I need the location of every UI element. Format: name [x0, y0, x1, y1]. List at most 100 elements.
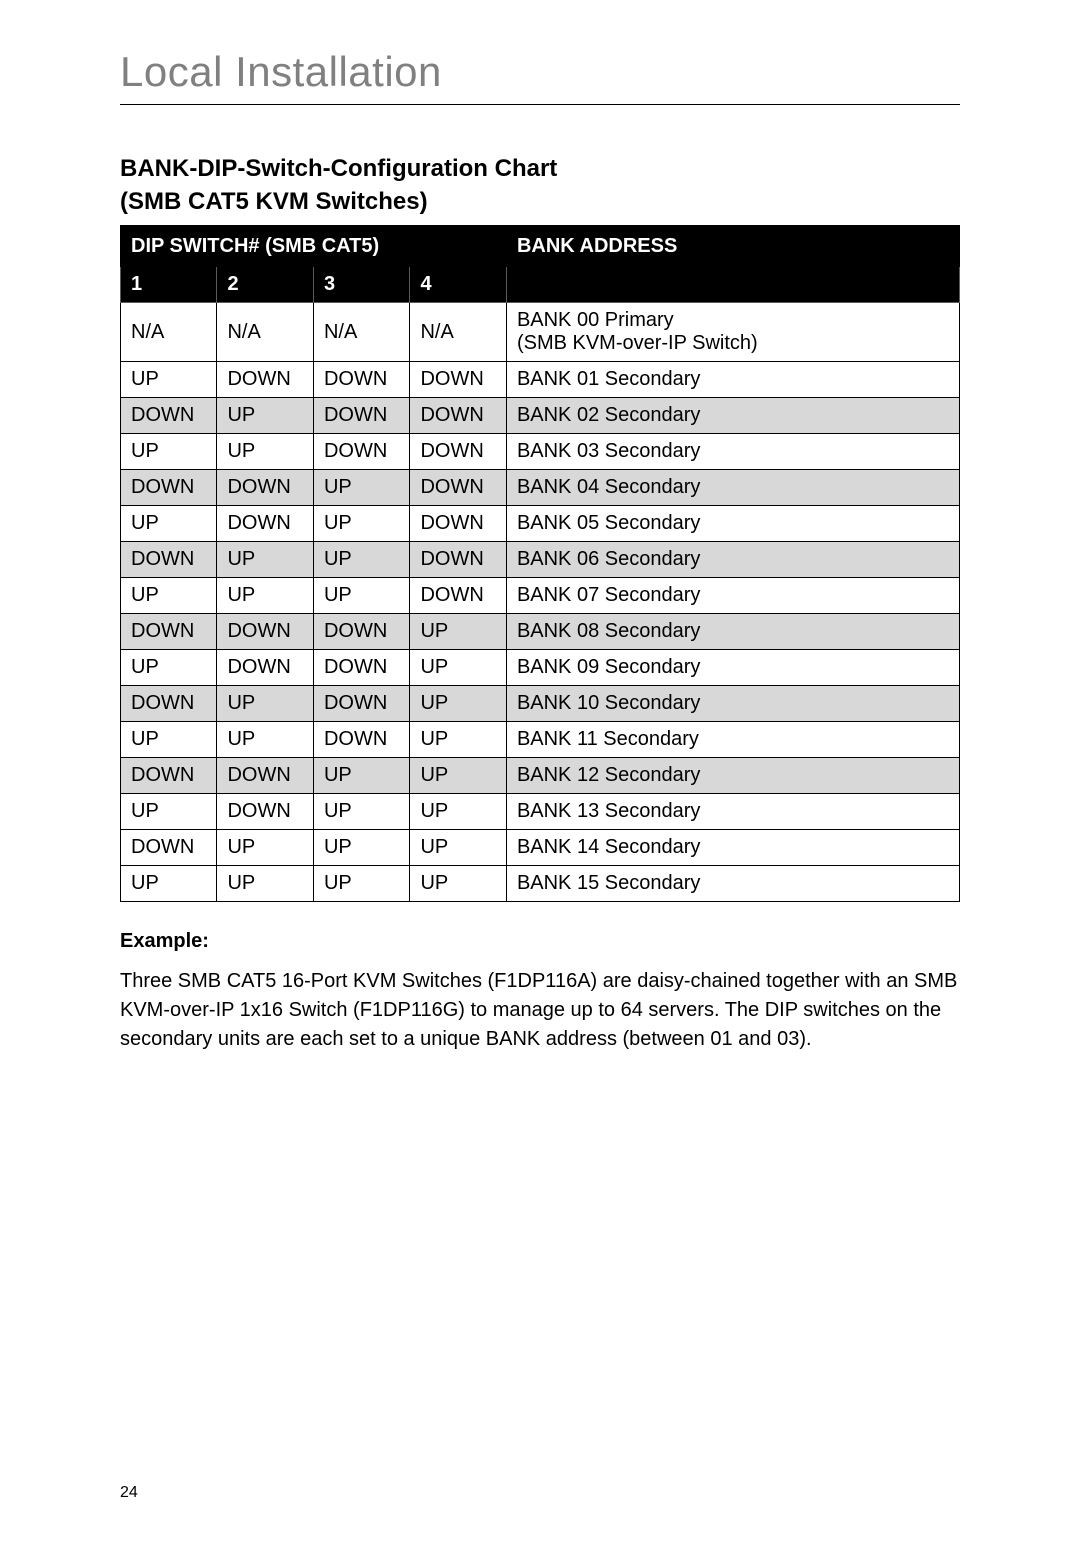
switch-cell: DOWN [313, 614, 409, 650]
table-row: UPDOWNDOWNDOWNBANK 01 Secondary [121, 362, 960, 398]
switch-cell: DOWN [410, 434, 506, 470]
switch-cell: DOWN [313, 434, 409, 470]
switch-cell: UP [313, 758, 409, 794]
page-number: 24 [120, 1484, 138, 1502]
table-row: UPDOWNUPUPBANK 13 Secondary [121, 794, 960, 830]
switch-cell: DOWN [410, 506, 506, 542]
table-row: UPUPDOWNDOWNBANK 03 Secondary [121, 434, 960, 470]
switch-cell: UP [217, 578, 313, 614]
bank-address-cell: BANK 15 Secondary [506, 866, 959, 902]
bank-address-cell: BANK 09 Secondary [506, 650, 959, 686]
switch-cell: DOWN [410, 542, 506, 578]
switch-cell: DOWN [217, 614, 313, 650]
bank-address-cell: BANK 03 Secondary [506, 434, 959, 470]
switch-cell: UP [217, 686, 313, 722]
switch-cell: UP [217, 830, 313, 866]
switch-cell: DOWN [121, 470, 217, 506]
switch-cell: UP [313, 506, 409, 542]
bank-address-cell: BANK 10 Secondary [506, 686, 959, 722]
bank-address-cell: BANK 07 Secondary [506, 578, 959, 614]
switch-cell: DOWN [121, 614, 217, 650]
switch-cell: N/A [313, 303, 409, 362]
switch-cell: UP [410, 794, 506, 830]
switch-cell: DOWN [313, 650, 409, 686]
switch-cell: DOWN [313, 686, 409, 722]
switch-cell: DOWN [313, 722, 409, 758]
switch-cell: DOWN [217, 362, 313, 398]
switch-cell: UP [410, 686, 506, 722]
switch-cell: DOWN [121, 686, 217, 722]
subheader-3: 3 [313, 267, 409, 303]
header-dip-switch: DIP SWITCH# (SMB CAT5) [121, 227, 507, 267]
bank-address-cell: BANK 14 Secondary [506, 830, 959, 866]
document-page: Local Installation BANK-DIP-Switch-Confi… [0, 0, 1080, 1542]
table-row: UPUPDOWNUPBANK 11 Secondary [121, 722, 960, 758]
switch-cell: UP [313, 578, 409, 614]
table-row: UPDOWNDOWNUPBANK 09 Secondary [121, 650, 960, 686]
bank-address-cell: BANK 04 Secondary [506, 470, 959, 506]
switch-cell: UP [121, 506, 217, 542]
bank-address-cell: BANK 13 Secondary [506, 794, 959, 830]
table-row: DOWNUPDOWNDOWNBANK 02 Secondary [121, 398, 960, 434]
switch-cell: UP [410, 650, 506, 686]
switch-cell: DOWN [410, 578, 506, 614]
page-title: Local Installation [120, 48, 960, 96]
subheader-4: 4 [410, 267, 506, 303]
table-row: DOWNDOWNUPUPBANK 12 Secondary [121, 758, 960, 794]
header-bank-address: BANK ADDRESS [506, 227, 959, 267]
example-label: Example: [120, 930, 960, 953]
bank-address-cell: BANK 06 Secondary [506, 542, 959, 578]
table-row: UPUPUPUPBANK 15 Secondary [121, 866, 960, 902]
switch-cell: DOWN [121, 542, 217, 578]
switch-cell: DOWN [313, 398, 409, 434]
switch-cell: UP [217, 866, 313, 902]
subheader-1: 1 [121, 267, 217, 303]
switch-cell: DOWN [121, 398, 217, 434]
table-body: N/AN/AN/AN/ABANK 00 Primary (SMB KVM-ove… [121, 303, 960, 902]
switch-cell: UP [217, 722, 313, 758]
switch-cell: DOWN [410, 398, 506, 434]
subheader-2: 2 [217, 267, 313, 303]
dip-switch-table: DIP SWITCH# (SMB CAT5) BANK ADDRESS 1 2 … [120, 226, 960, 902]
subheader-blank [506, 267, 959, 303]
title-divider [120, 104, 960, 105]
table-row: DOWNDOWNUPDOWNBANK 04 Secondary [121, 470, 960, 506]
table-row: DOWNDOWNDOWNUPBANK 08 Secondary [121, 614, 960, 650]
table-row: DOWNUPUPDOWNBANK 06 Secondary [121, 542, 960, 578]
table-header-row-sub: 1 2 3 4 [121, 267, 960, 303]
switch-cell: DOWN [217, 470, 313, 506]
example-text: Three SMB CAT5 16-Port KVM Switches (F1D… [120, 967, 960, 1054]
switch-cell: UP [121, 578, 217, 614]
switch-cell: UP [121, 866, 217, 902]
bank-address-cell: BANK 08 Secondary [506, 614, 959, 650]
table-row: UPUPUPDOWNBANK 07 Secondary [121, 578, 960, 614]
bank-address-cell: BANK 12 Secondary [506, 758, 959, 794]
switch-cell: N/A [121, 303, 217, 362]
bank-address-cell: BANK 02 Secondary [506, 398, 959, 434]
switch-cell: UP [313, 830, 409, 866]
switch-cell: UP [410, 758, 506, 794]
switch-cell: DOWN [217, 650, 313, 686]
switch-cell: UP [121, 434, 217, 470]
switch-cell: N/A [410, 303, 506, 362]
switch-cell: UP [121, 362, 217, 398]
bank-address-cell: BANK 11 Secondary [506, 722, 959, 758]
switch-cell: UP [410, 866, 506, 902]
switch-cell: DOWN [217, 758, 313, 794]
switch-cell: DOWN [410, 362, 506, 398]
switch-cell: UP [313, 794, 409, 830]
switch-cell: UP [217, 434, 313, 470]
switch-cell: UP [121, 650, 217, 686]
chart-title-line2: (SMB CAT5 KVM Switches) [120, 186, 960, 217]
bank-address-cell: BANK 05 Secondary [506, 506, 959, 542]
table-header-row-top: DIP SWITCH# (SMB CAT5) BANK ADDRESS [121, 227, 960, 267]
table-row: N/AN/AN/AN/ABANK 00 Primary (SMB KVM-ove… [121, 303, 960, 362]
switch-cell: DOWN [121, 758, 217, 794]
switch-cell: DOWN [121, 830, 217, 866]
table-row: DOWNUPDOWNUPBANK 10 Secondary [121, 686, 960, 722]
switch-cell: DOWN [313, 362, 409, 398]
switch-cell: DOWN [410, 470, 506, 506]
bank-address-cell: BANK 01 Secondary [506, 362, 959, 398]
switch-cell: UP [217, 398, 313, 434]
switch-cell: UP [410, 722, 506, 758]
